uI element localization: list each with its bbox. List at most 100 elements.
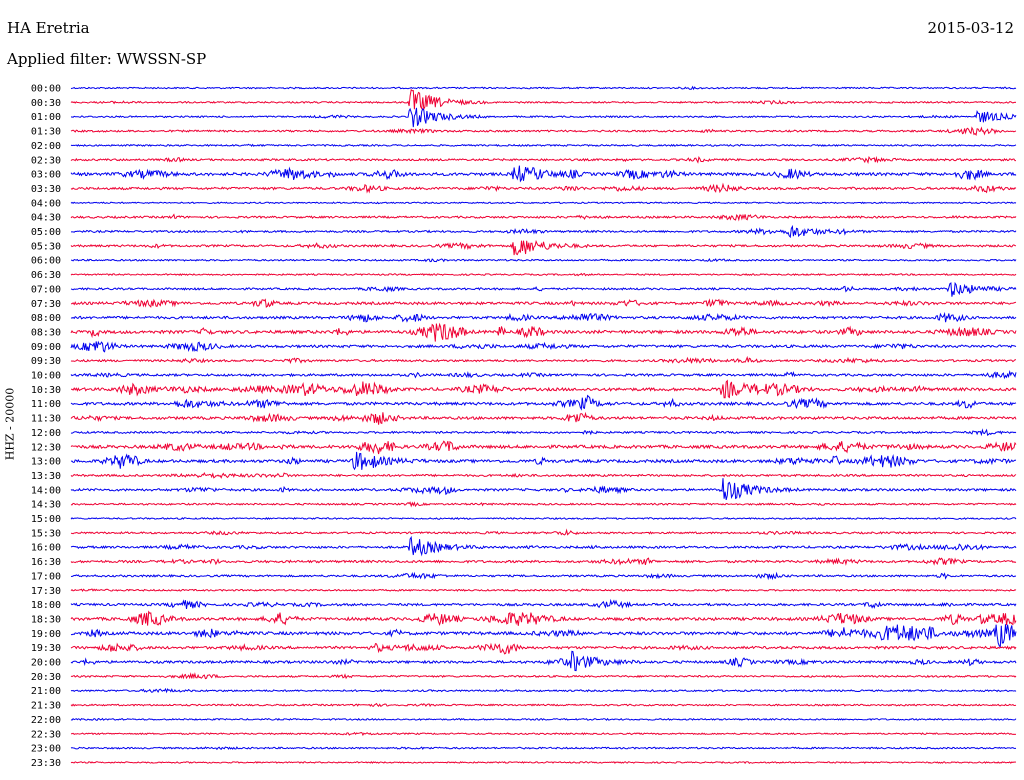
time-tick-label: 07:30 — [31, 299, 61, 310]
time-tick-label: 14:30 — [31, 500, 61, 511]
seismic-trace-1000 — [70, 369, 1017, 380]
time-tick-label: 22:30 — [31, 729, 61, 740]
seismic-trace-2330 — [70, 761, 1017, 765]
time-tick-label: 23:30 — [31, 758, 61, 769]
time-tick-label: 22:00 — [31, 715, 61, 726]
time-tick-label: 03:30 — [31, 184, 61, 195]
seismic-trace-1100 — [70, 394, 1017, 411]
seismic-trace-0030 — [70, 88, 1017, 111]
seismic-trace-2030 — [70, 672, 1017, 680]
seismic-trace-1430 — [70, 501, 1017, 508]
time-tick-label: 02:00 — [31, 141, 61, 152]
seismic-trace-0600 — [70, 257, 1017, 263]
time-tick-label: 16:00 — [31, 543, 61, 554]
time-tick-label: 06:30 — [31, 270, 61, 281]
time-tick-label: 06:00 — [31, 256, 61, 267]
time-tick-label: 01:30 — [31, 127, 61, 138]
time-tick-label: 05:00 — [31, 227, 61, 238]
time-tick-label: 17:30 — [31, 586, 61, 597]
time-tick-label: 04:00 — [31, 198, 61, 209]
time-tick-label: 04:30 — [31, 213, 61, 224]
seismic-trace-2000 — [70, 650, 1017, 672]
seismic-trace-0130 — [70, 126, 1017, 137]
time-tick-label: 05:30 — [31, 241, 61, 252]
seismic-trace-1400 — [70, 478, 1017, 501]
time-tick-label: 10:00 — [31, 371, 61, 382]
time-tick-label: 11:30 — [31, 414, 61, 425]
seismic-trace-0530 — [70, 239, 1017, 256]
time-tick-label: 13:30 — [31, 471, 61, 482]
seismic-trace-2200 — [70, 717, 1017, 721]
time-tick-label: 09:30 — [31, 356, 61, 367]
time-tick-label: 02:30 — [31, 155, 61, 166]
seismic-trace-0930 — [70, 355, 1016, 365]
seismic-trace-1230 — [70, 440, 1017, 455]
seismic-trace-1830 — [70, 610, 1017, 626]
time-tick-label: 17:00 — [31, 571, 61, 582]
seismic-trace-0400 — [70, 201, 1017, 205]
seismic-trace-0700 — [70, 281, 1017, 297]
seismic-trace-0230 — [70, 155, 1016, 165]
seismic-trace-1630 — [70, 557, 1017, 566]
seismic-trace-1930 — [70, 642, 1017, 655]
seismic-trace-1330 — [70, 472, 1017, 479]
time-tick-label: 20:30 — [31, 672, 61, 683]
time-tick-label: 20:00 — [31, 658, 61, 669]
seismic-trace-1600 — [70, 535, 1017, 557]
time-tick-label: 19:30 — [31, 643, 61, 654]
time-tick-label: 12:00 — [31, 428, 61, 439]
seismic-trace-1530 — [70, 528, 1017, 536]
date-label: 2015-03-12 — [927, 19, 1014, 37]
seismic-trace-1900 — [70, 624, 1017, 649]
seismic-trace-0830 — [70, 322, 1017, 342]
seismic-trace-1800 — [70, 598, 1017, 609]
seismic-trace-1030 — [71, 379, 1017, 399]
time-tick-label: 10:30 — [31, 385, 61, 396]
seismic-trace-2130 — [70, 702, 1017, 708]
seismic-trace-0800 — [70, 311, 1017, 323]
seismic-trace-1700 — [70, 571, 1017, 581]
time-tick-label: 00:00 — [31, 84, 61, 95]
filter-label: Applied filter: WWSSN-SP — [7, 50, 207, 68]
time-tick-label: 13:00 — [31, 457, 61, 468]
time-tick-label: 08:30 — [31, 327, 61, 338]
seismic-trace-1130 — [70, 411, 1017, 425]
time-tick-label: 09:00 — [31, 342, 61, 353]
seismic-trace-0630 — [70, 272, 1017, 277]
time-tick-label: 15:30 — [31, 528, 61, 539]
time-tick-label: 12:30 — [31, 442, 61, 453]
seismic-trace-0000 — [70, 85, 1017, 91]
seismic-trace-1500 — [70, 516, 1017, 521]
seismic-trace-2230 — [71, 731, 1017, 737]
seismic-trace-2100 — [70, 687, 1017, 694]
seismic-trace-0430 — [70, 213, 1017, 222]
seismic-trace-2300 — [70, 746, 1017, 751]
time-tick-label: 21:30 — [31, 701, 61, 712]
seismic-trace-0900 — [70, 340, 1017, 353]
time-tick-label: 21:00 — [31, 686, 61, 697]
seismic-trace-1200 — [70, 428, 1017, 437]
seismic-trace-0500 — [71, 224, 1017, 239]
seismic-trace-0100 — [70, 107, 1017, 128]
seismic-trace-0730 — [71, 298, 1017, 308]
time-tick-label: 14:00 — [31, 485, 61, 496]
time-tick-label: 23:00 — [31, 744, 61, 755]
time-tick-label: 19:00 — [31, 629, 61, 640]
time-tick-label: 08:00 — [31, 313, 61, 324]
station-title: HA Eretria — [7, 19, 90, 37]
seismic-trace-0200 — [70, 143, 1017, 148]
time-tick-label: 15:00 — [31, 514, 61, 525]
seismic-trace-1300 — [70, 451, 1017, 471]
seismic-trace-0300 — [70, 165, 1017, 183]
seismic-trace-0330 — [70, 182, 1017, 194]
time-tick-label: 11:00 — [31, 399, 61, 410]
time-tick-label: 03:00 — [31, 170, 61, 181]
time-tick-label: 16:30 — [31, 557, 61, 568]
time-tick-label: 01:00 — [31, 112, 61, 123]
time-tick-label: 00:30 — [31, 98, 61, 109]
time-tick-label: 18:30 — [31, 614, 61, 625]
time-tick-label: 18:00 — [31, 600, 61, 611]
seismic-trace-1730 — [70, 588, 1017, 592]
time-tick-label: 07:00 — [31, 284, 61, 295]
